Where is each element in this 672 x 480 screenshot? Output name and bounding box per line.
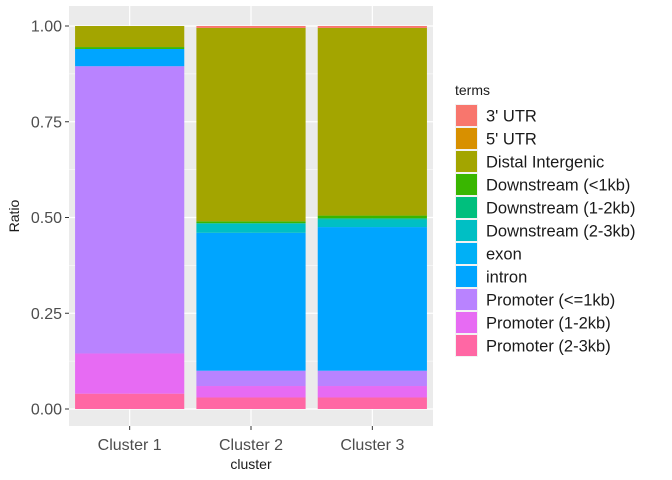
y-axis: 0.00 0.25 0.50 0.75 1.00 bbox=[31, 19, 69, 419]
y-tick-label: 1.00 bbox=[31, 19, 62, 36]
legend-label: Downstream (1-2kb) bbox=[486, 200, 635, 218]
legend-swatch bbox=[456, 105, 477, 126]
legend-swatch bbox=[456, 243, 477, 264]
bar-segment-3-utr bbox=[317, 26, 427, 28]
legend-title: terms bbox=[455, 82, 490, 98]
bar-segment-promoter-1kb bbox=[75, 66, 185, 354]
legend-label: intron bbox=[486, 269, 527, 287]
x-axis-title: cluster bbox=[230, 456, 272, 472]
x-tick-label: Cluster 1 bbox=[98, 437, 162, 454]
bar-segment-promoter-2-3kb bbox=[196, 397, 306, 409]
legend-label: Distal Intergenic bbox=[486, 154, 604, 172]
legend-label: 5' UTR bbox=[486, 131, 537, 149]
bar-segment-promoter-1-2kb bbox=[317, 386, 427, 398]
bar-segment-promoter-1kb bbox=[196, 370, 306, 387]
bar-segment-downstream-2-3kb bbox=[196, 223, 306, 233]
y-tick-label: 0.75 bbox=[31, 114, 62, 131]
bars bbox=[75, 26, 427, 409]
bar-segment-intron bbox=[75, 48, 185, 67]
legend-swatch bbox=[456, 128, 477, 149]
bar-segment-promoter-2-3kb bbox=[75, 393, 185, 409]
bar-segment-downstream-1kb bbox=[196, 221, 306, 224]
legend-label: Downstream (2-3kb) bbox=[486, 223, 635, 241]
bar-segment-distal-intergenic bbox=[75, 26, 185, 48]
legend-label: exon bbox=[486, 246, 522, 264]
bar-segment-promoter-1-2kb bbox=[196, 386, 306, 398]
x-axis: Cluster 1 Cluster 2 Cluster 3 bbox=[98, 426, 404, 454]
bar-segment-intron bbox=[196, 232, 306, 371]
bar-segment-promoter-2-3kb bbox=[317, 397, 427, 409]
legend-label: Downstream (<1kb) bbox=[486, 177, 630, 195]
legend-swatch bbox=[456, 335, 477, 356]
bar-segment-downstream-1kb bbox=[75, 47, 185, 49]
legend-label: 3' UTR bbox=[486, 108, 537, 126]
bar-segment-promoter-1-2kb bbox=[75, 353, 185, 394]
x-tick-label: Cluster 2 bbox=[219, 437, 283, 454]
bar-segment-distal-intergenic bbox=[317, 27, 427, 216]
y-axis-title: Ratio bbox=[6, 199, 22, 232]
legend-swatch bbox=[456, 174, 477, 195]
y-tick-label: 0.25 bbox=[31, 306, 62, 323]
legend-label: Promoter (2-3kb) bbox=[486, 338, 611, 356]
y-tick-label: 0.50 bbox=[31, 210, 62, 227]
legend-label: Promoter (<=1kb) bbox=[486, 292, 615, 310]
legend-swatch bbox=[456, 266, 477, 287]
bar-segment-downstream-2-3kb bbox=[317, 219, 427, 228]
legend-swatch bbox=[456, 151, 477, 172]
bar-segment-downstream-1-2kb bbox=[317, 218, 427, 220]
bar-segment-promoter-1kb bbox=[317, 370, 427, 387]
bar-segment-3-utr bbox=[196, 26, 306, 28]
x-tick-label: Cluster 3 bbox=[340, 437, 404, 454]
legend-swatch bbox=[456, 289, 477, 310]
legend-swatch bbox=[456, 197, 477, 218]
legend-swatch bbox=[456, 220, 477, 241]
bar-segment-intron bbox=[317, 227, 427, 371]
bar-segment-distal-intergenic bbox=[196, 27, 306, 222]
legend: terms 3' UTR 5' UTR Distal Intergenic Downs… bbox=[455, 82, 635, 357]
legend-label: Promoter (1-2kb) bbox=[486, 315, 611, 333]
y-tick-label: 0.00 bbox=[31, 402, 62, 419]
legend-swatch bbox=[456, 312, 477, 333]
bar-segment-downstream-1kb bbox=[317, 215, 427, 219]
